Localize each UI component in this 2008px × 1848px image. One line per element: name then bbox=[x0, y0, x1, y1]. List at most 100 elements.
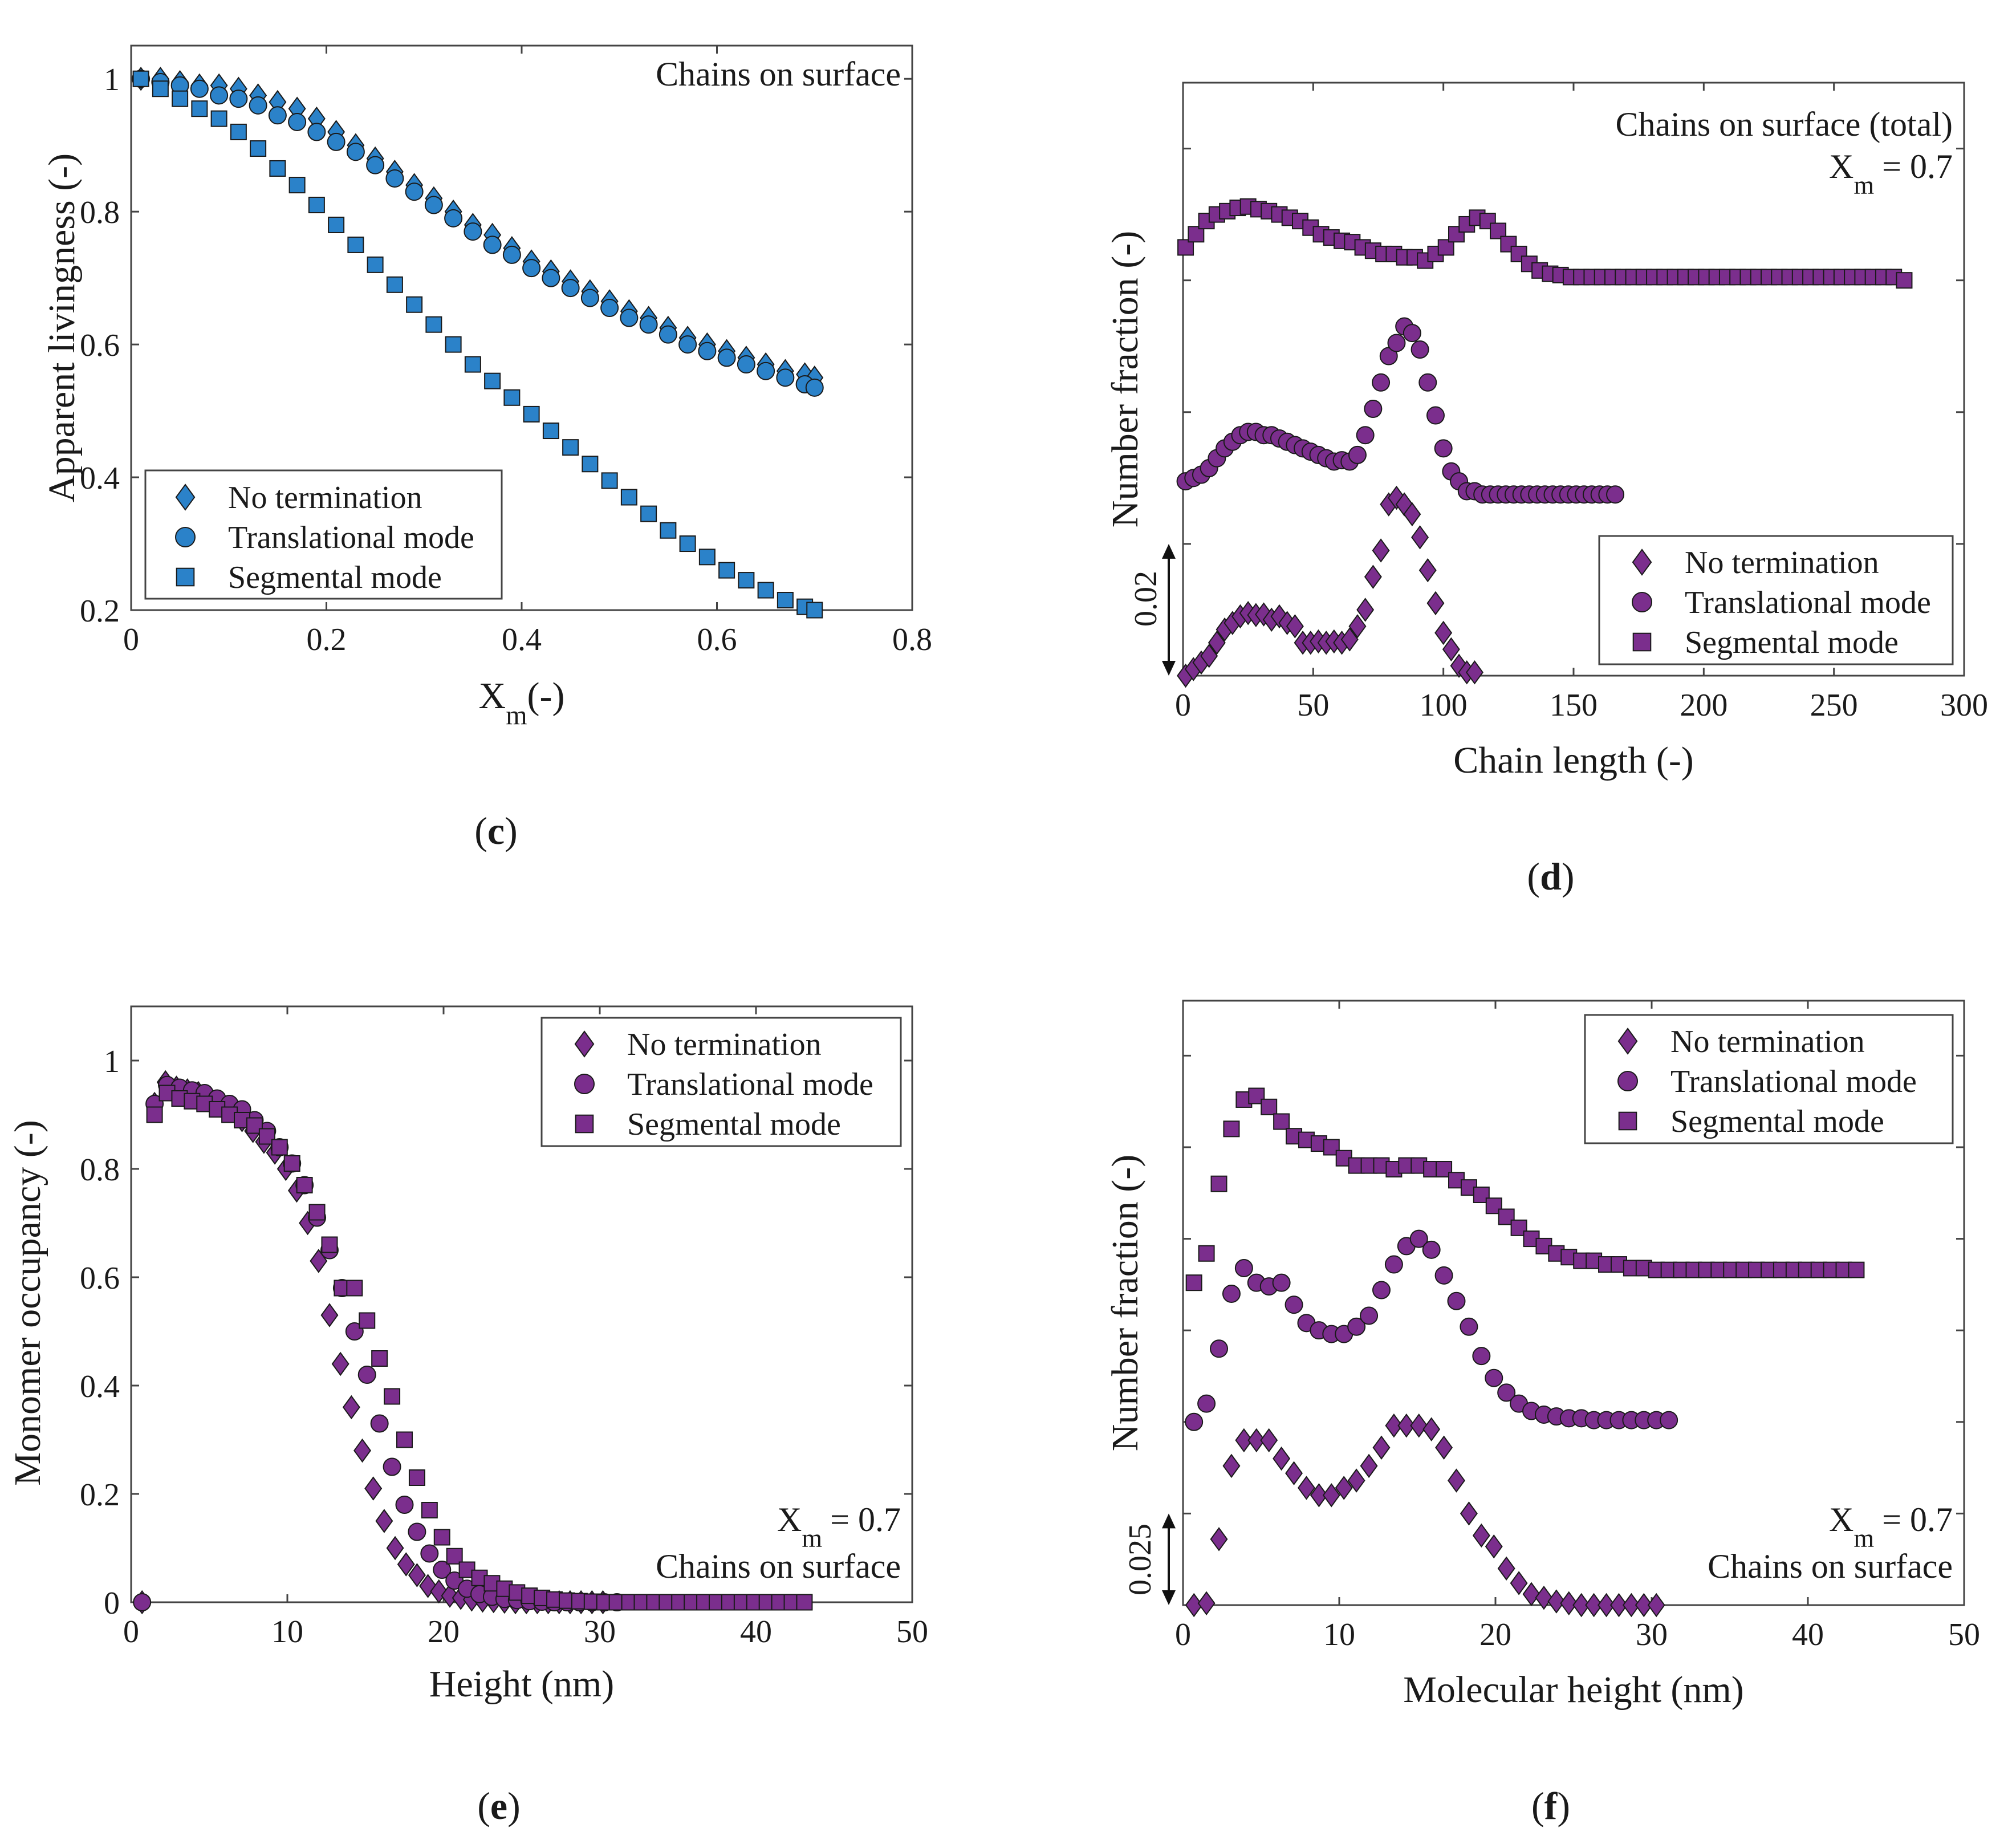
y-tick-label: 0.8 bbox=[80, 195, 120, 230]
data-point-circle bbox=[757, 362, 775, 380]
data-point-square bbox=[346, 1280, 363, 1297]
data-point-circle bbox=[346, 143, 365, 161]
data-point-square bbox=[738, 572, 755, 589]
panel-label-c: (c) bbox=[474, 809, 518, 852]
data-point-square bbox=[347, 236, 364, 253]
x-tick-label: 0 bbox=[1175, 688, 1191, 723]
panel-d: 0 50 100 150 200 250 300 Chains on surface (to… bbox=[1104, 82, 1988, 898]
data-point-circle bbox=[405, 182, 424, 201]
data-point-square bbox=[601, 472, 618, 489]
data-point-circle bbox=[776, 368, 795, 387]
data-point-diamond bbox=[1647, 1593, 1665, 1618]
data-markers bbox=[1176, 198, 1913, 688]
data-point-square bbox=[367, 256, 384, 273]
data-point-circle bbox=[383, 1457, 401, 1476]
x-axis-label: Chain length (-) bbox=[1453, 740, 1694, 781]
data-point-diamond bbox=[1598, 1593, 1616, 1618]
arrow-up-icon bbox=[1162, 543, 1176, 559]
data-point-diamond bbox=[1222, 1453, 1241, 1479]
data-point-diamond bbox=[1448, 1468, 1465, 1493]
xm-subscript: m bbox=[802, 1524, 822, 1553]
data-point-square bbox=[425, 316, 442, 333]
annotation-xm-value: Xm = 0.7 bbox=[1829, 148, 1953, 200]
legend-label-no-termination: No termination bbox=[1685, 545, 1879, 580]
data-point-square bbox=[679, 535, 696, 553]
data-point-square bbox=[433, 1529, 450, 1546]
legend-diamond-icon bbox=[574, 1030, 595, 1058]
panel-e: 0 10 20 30 40 50 0 0.2 0.4 0.6 0.8 1 Monomer occupa… bbox=[7, 1005, 928, 1827]
data-point-square bbox=[1490, 222, 1507, 239]
scale-bar bbox=[1162, 1513, 1176, 1605]
data-point-square bbox=[1531, 262, 1548, 279]
arrow-down-icon bbox=[1162, 661, 1176, 676]
x-tick-label: 0 bbox=[123, 1614, 139, 1650]
x-axis-label: Molecular height (nm) bbox=[1403, 1669, 1743, 1711]
data-point-square bbox=[582, 456, 599, 473]
data-point-diamond bbox=[1442, 637, 1460, 661]
legend-diamond-icon bbox=[1617, 1027, 1638, 1055]
x-tick-label: 0.8 bbox=[892, 622, 932, 657]
data-point-square bbox=[230, 123, 247, 140]
data-point-square bbox=[191, 100, 208, 117]
legend-markers bbox=[175, 484, 196, 587]
xm-symbol: X bbox=[777, 1501, 802, 1538]
data-point-circle bbox=[1426, 406, 1445, 425]
data-point-diamond bbox=[1410, 1414, 1428, 1438]
y-tick-label: 0 bbox=[104, 1586, 120, 1621]
data-point-circle bbox=[1372, 1281, 1391, 1299]
data-point-diamond bbox=[1273, 1446, 1291, 1471]
data-point-square bbox=[210, 110, 227, 127]
y-axis-label: Monomer occupancy (-) bbox=[7, 1120, 48, 1485]
data-point-square bbox=[660, 522, 677, 539]
data-point-diamond bbox=[1197, 1591, 1216, 1615]
x-tick-label: 50 bbox=[1948, 1617, 1980, 1652]
data-point-diamond bbox=[1435, 1435, 1453, 1460]
legend-label-segmental-mode: Segmental mode bbox=[1670, 1104, 1884, 1139]
data-point-circle bbox=[190, 79, 209, 98]
x-tick-label: 30 bbox=[1636, 1617, 1668, 1652]
legend-frame bbox=[1584, 1014, 1954, 1144]
legend-frame bbox=[1598, 535, 1954, 665]
tick-labels: 0 0.2 0.4 0.6 0.80.20.40.60.81 bbox=[80, 46, 932, 657]
xm-symbol: X bbox=[1829, 1501, 1853, 1538]
data-point-circle bbox=[1197, 1394, 1216, 1413]
data-point-square bbox=[1485, 1197, 1502, 1215]
data-point-circle bbox=[659, 325, 677, 344]
data-point-square bbox=[308, 197, 325, 214]
x-tick-label: 30 bbox=[584, 1614, 616, 1650]
data-point-circle bbox=[1660, 1411, 1678, 1429]
legend-diamond-icon bbox=[1632, 549, 1652, 576]
x-tick-label: 150 bbox=[1550, 688, 1598, 723]
data-point-circle bbox=[1472, 1347, 1491, 1366]
data-point-diamond bbox=[1403, 502, 1421, 527]
data-point-diamond bbox=[1522, 1582, 1540, 1606]
data-point-square bbox=[359, 1312, 376, 1329]
x-tick-label: 300 bbox=[1940, 688, 1988, 723]
data-point-circle bbox=[1434, 439, 1453, 458]
data-point-diamond bbox=[1535, 1585, 1553, 1610]
scale-bar-label: 0.02 bbox=[1128, 571, 1164, 627]
x-axis-label-sub: m bbox=[506, 700, 527, 730]
data-point-circle bbox=[1460, 1317, 1478, 1336]
data-point-diamond bbox=[1465, 660, 1483, 685]
data-point-square bbox=[1273, 1113, 1290, 1130]
annotation-chains-on-surface: Chains on surface bbox=[656, 1548, 901, 1585]
data-point-square bbox=[806, 602, 823, 619]
data-point-square bbox=[271, 1139, 288, 1156]
data-point-diamond bbox=[1235, 1428, 1253, 1453]
panel-label-e: (e) bbox=[477, 1784, 521, 1827]
legend: No termination Translational mode Segmen… bbox=[1598, 535, 1954, 665]
data-point-square bbox=[464, 356, 481, 373]
data-point-diamond bbox=[1385, 1414, 1403, 1438]
data-point-circle bbox=[1434, 1266, 1453, 1285]
data-point-diamond bbox=[1210, 1527, 1228, 1551]
x-tick-label: 0.2 bbox=[307, 622, 347, 657]
data-point-square bbox=[1210, 1175, 1227, 1192]
data-point-circle bbox=[502, 245, 521, 264]
data-point-circle bbox=[424, 196, 443, 214]
data-point-diamond bbox=[1434, 620, 1453, 645]
panel-label-f: (f) bbox=[1531, 1784, 1570, 1827]
data-point-diamond bbox=[353, 1438, 372, 1463]
tick-labels: 0 10 20 30 40 50 0 0.2 0.4 0.6 0.8 1 bbox=[80, 1006, 928, 1650]
